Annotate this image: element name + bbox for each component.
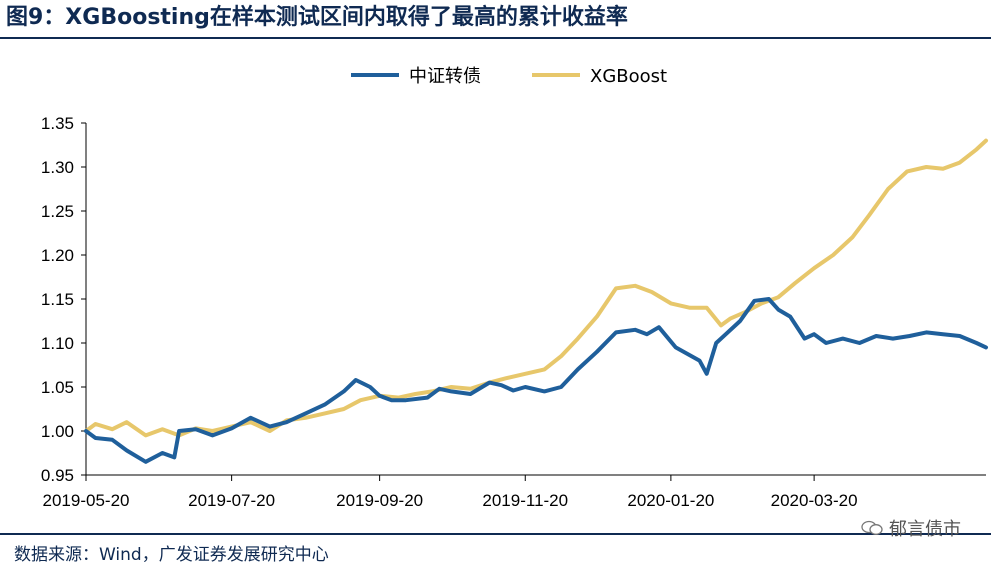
- x-tick-label: 2019-05-20: [43, 491, 130, 510]
- source-note: 数据来源：Wind，广发证券发展研究中心: [14, 545, 329, 565]
- series-line-xgboost: [84, 138, 988, 438]
- y-axis: 0.95 1.00 1.05 1.10 1.15 1.20 1.25 1.30 1.35: [41, 114, 87, 485]
- y-tick-label: 1.10: [41, 334, 74, 353]
- x-tick-label: 2020-01-20: [627, 491, 714, 510]
- x-axis: 2019-05-20 2019-07-20 2019-09-20 2019-11-20…: [43, 474, 986, 510]
- watermark-text: 郁言债市: [889, 519, 961, 540]
- figure-title: 图9：XGBoosting在样本测试区间内取得了最高的累计收益率: [6, 5, 628, 30]
- x-tick-label: 2020-03-20: [771, 491, 858, 510]
- watermark: 郁言债市: [861, 515, 961, 541]
- series-line-csi-cb-index: [84, 297, 988, 464]
- y-tick-label: 1.30: [41, 158, 74, 177]
- y-tick-label: 1.15: [41, 290, 74, 309]
- y-tick-label: 1.05: [41, 378, 74, 397]
- y-tick-label: 1.20: [41, 246, 74, 265]
- series-layer: [84, 138, 988, 464]
- y-tick-label: 0.95: [41, 466, 74, 485]
- source-divider: [0, 533, 991, 535]
- legend-label: 中证转债: [409, 66, 481, 87]
- y-tick-label: 1.00: [41, 422, 74, 441]
- x-tick-label: 2019-11-20: [482, 491, 568, 510]
- x-tick-label: 2019-09-20: [336, 491, 423, 510]
- chat-bubble-icon: [861, 520, 883, 535]
- legend-label: XGBoost: [590, 66, 667, 87]
- y-tick-label: 1.25: [41, 202, 74, 221]
- title-divider: [0, 37, 991, 39]
- line-chart: 0.95 1.00 1.05 1.10 1.15 1.20 1.25 1.30 1.35 201…: [41, 66, 988, 510]
- legend: 中证转债 XGBoost: [351, 66, 667, 87]
- y-tick-label: 1.35: [41, 114, 74, 133]
- x-tick-label: 2019-07-20: [188, 491, 275, 510]
